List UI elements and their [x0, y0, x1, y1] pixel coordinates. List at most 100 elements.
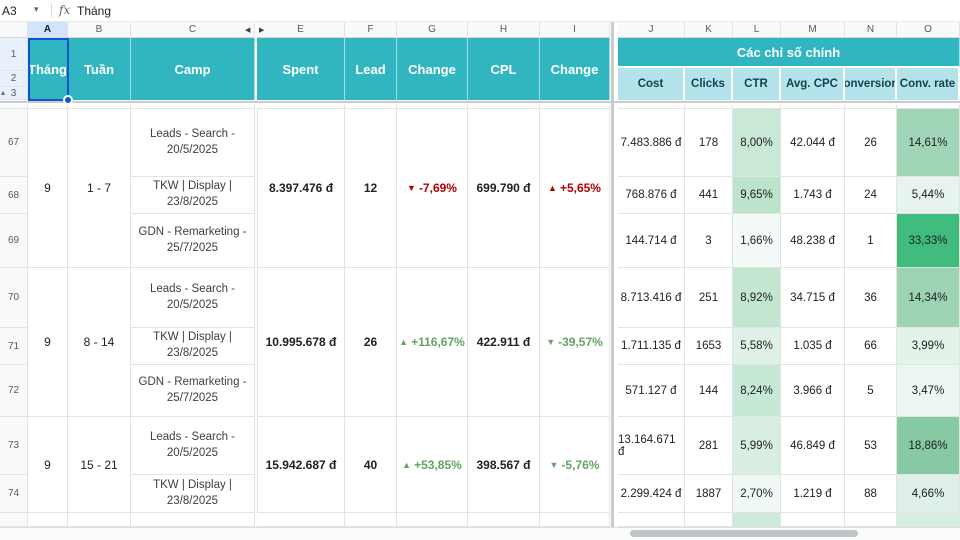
- cell-ctr[interactable]: 8,00%: [733, 109, 781, 177]
- cell-partial[interactable]: [68, 513, 131, 527]
- cell-cost[interactable]: 2.299.424 đ: [618, 475, 685, 513]
- cell-partial[interactable]: [618, 513, 685, 527]
- cell-ctr[interactable]: 5,58%: [733, 328, 781, 365]
- cell-avg-cpc[interactable]: 46.849 đ: [781, 417, 845, 475]
- cell-cost[interactable]: 571.127 đ: [618, 365, 685, 417]
- cell-sliver[interactable]: [131, 105, 255, 109]
- cell-conversions[interactable]: 26: [845, 109, 897, 177]
- cell-partial-ctr[interactable]: [733, 513, 781, 527]
- header-cell-C[interactable]: Camp: [131, 38, 255, 100]
- cell-cpl-change[interactable]: ▼ -5,76%: [540, 417, 610, 513]
- cell-partial[interactable]: [845, 513, 897, 527]
- cell-week[interactable]: 8 - 14: [68, 268, 131, 417]
- header-cell-A[interactable]: Tháng: [28, 38, 68, 100]
- column-header-F[interactable]: F: [345, 22, 397, 38]
- cell-avg-cpc[interactable]: 1.743 đ: [781, 177, 845, 214]
- cell-campaign[interactable]: Leads - Search - 20/5/2025: [131, 417, 255, 475]
- cell-partial[interactable]: [0, 513, 28, 527]
- cell-sliver[interactable]: [345, 105, 397, 109]
- cell-sliver[interactable]: [68, 105, 131, 109]
- column-header-B[interactable]: B: [68, 22, 131, 38]
- cell-sliver[interactable]: [781, 105, 845, 109]
- cell-cpl[interactable]: 699.790 đ: [468, 109, 540, 268]
- row-header-74[interactable]: 74: [0, 475, 28, 513]
- header-key-metrics-title[interactable]: Các chỉ số chính: [618, 38, 960, 68]
- cell-conversions[interactable]: 36: [845, 268, 897, 328]
- header-cell-F[interactable]: Lead: [345, 38, 397, 100]
- cell-clicks[interactable]: 1653: [685, 328, 733, 365]
- cell-sliver[interactable]: [733, 105, 781, 109]
- column-header-O[interactable]: O: [897, 22, 960, 38]
- cell-sliver[interactable]: [540, 105, 610, 109]
- cell-avg-cpc[interactable]: 48.238 đ: [781, 214, 845, 268]
- cell-ctr[interactable]: 9,65%: [733, 177, 781, 214]
- row-header-70[interactable]: 70: [0, 268, 28, 328]
- cell-sliver[interactable]: [397, 105, 468, 109]
- cell-clicks[interactable]: 251: [685, 268, 733, 328]
- cell-partial[interactable]: [131, 513, 255, 527]
- row-header-73[interactable]: 73: [0, 417, 28, 475]
- subheader-conversions[interactable]: Conversions: [845, 68, 897, 100]
- subheader-clicks[interactable]: Clicks: [685, 68, 733, 100]
- cell-conv-rate[interactable]: 14,34%: [897, 268, 960, 328]
- header-cell-G[interactable]: Change: [397, 38, 468, 100]
- header-cell-I[interactable]: Change: [540, 38, 610, 100]
- cell-cost[interactable]: 768.876 đ: [618, 177, 685, 214]
- cell-cost[interactable]: 144.714 đ: [618, 214, 685, 268]
- cell-conv-rate[interactable]: 5,44%: [897, 177, 960, 214]
- cell-partial[interactable]: [685, 513, 733, 527]
- cell-avg-cpc[interactable]: 1.035 đ: [781, 328, 845, 365]
- cell-cost[interactable]: 13.164.671 đ: [618, 417, 685, 475]
- cell-partial[interactable]: [345, 513, 397, 527]
- subheader-conv-rate[interactable]: Conv. rate: [897, 68, 960, 100]
- cell-sliver[interactable]: [845, 105, 897, 109]
- cell-conv-rate[interactable]: 3,47%: [897, 365, 960, 417]
- name-box[interactable]: A3: [2, 4, 17, 18]
- cell-clicks[interactable]: 441: [685, 177, 733, 214]
- cell-ctr[interactable]: 2,70%: [733, 475, 781, 513]
- header-cell-B[interactable]: Tuần: [68, 38, 131, 100]
- cell-lead[interactable]: 26: [345, 268, 397, 417]
- row-header-72[interactable]: 72: [0, 365, 28, 417]
- column-header-N[interactable]: N: [845, 22, 897, 38]
- cell-campaign[interactable]: GDN - Remarketing - 25/7/2025: [131, 365, 255, 417]
- cell-cpl[interactable]: 398.567 đ: [468, 417, 540, 513]
- row-group-collapse-icon[interactable]: ▴: [1, 88, 6, 97]
- column-header-J[interactable]: J: [618, 22, 685, 38]
- cell-sliver[interactable]: [257, 105, 345, 109]
- cell-campaign[interactable]: Leads - Search - 20/5/2025: [131, 268, 255, 328]
- cell-sliver[interactable]: [0, 105, 28, 109]
- column-header-L[interactable]: L: [733, 22, 781, 38]
- cell-lead-change[interactable]: ▼ -7,69%: [397, 109, 468, 268]
- cell-cpl-change[interactable]: ▼ -39,57%: [540, 268, 610, 417]
- row-header-1[interactable]: 1: [0, 38, 28, 71]
- column-header-G[interactable]: G: [397, 22, 468, 38]
- cell-conv-rate[interactable]: 3,99%: [897, 328, 960, 365]
- cell-campaign[interactable]: Leads - Search - 20/5/2025: [131, 109, 255, 177]
- cell-conv-rate[interactable]: 18,86%: [897, 417, 960, 475]
- cell-avg-cpc[interactable]: 3.966 đ: [781, 365, 845, 417]
- cell-partial[interactable]: [468, 513, 540, 527]
- cell-cpl-change[interactable]: ▲ +5,65%: [540, 109, 610, 268]
- cell-lead[interactable]: 40: [345, 417, 397, 513]
- horizontal-scrollbar-thumb[interactable]: [630, 530, 858, 537]
- cell-ctr[interactable]: 1,66%: [733, 214, 781, 268]
- cell-ctr[interactable]: 8,24%: [733, 365, 781, 417]
- formula-input[interactable]: Tháng: [77, 4, 112, 18]
- row-header-68[interactable]: 68: [0, 177, 28, 214]
- cell-month[interactable]: 9: [28, 417, 68, 513]
- cell-partial[interactable]: [28, 513, 68, 527]
- cell-sliver[interactable]: [618, 105, 685, 109]
- cell-clicks[interactable]: 3: [685, 214, 733, 268]
- cell-week[interactable]: 1 - 7: [68, 109, 131, 268]
- cell-conv-rate[interactable]: 33,33%: [897, 214, 960, 268]
- corner-box[interactable]: [0, 22, 28, 38]
- cell-campaign[interactable]: TKW | Display | 23/8/2025: [131, 475, 255, 513]
- header-cell-E[interactable]: Spent: [257, 38, 345, 100]
- header-cell-H[interactable]: CPL: [468, 38, 540, 100]
- cell-sliver[interactable]: [468, 105, 540, 109]
- cell-clicks[interactable]: 144: [685, 365, 733, 417]
- cell-avg-cpc[interactable]: 42.044 đ: [781, 109, 845, 177]
- cell-clicks[interactable]: 1887: [685, 475, 733, 513]
- cell-week[interactable]: 15 - 21: [68, 417, 131, 513]
